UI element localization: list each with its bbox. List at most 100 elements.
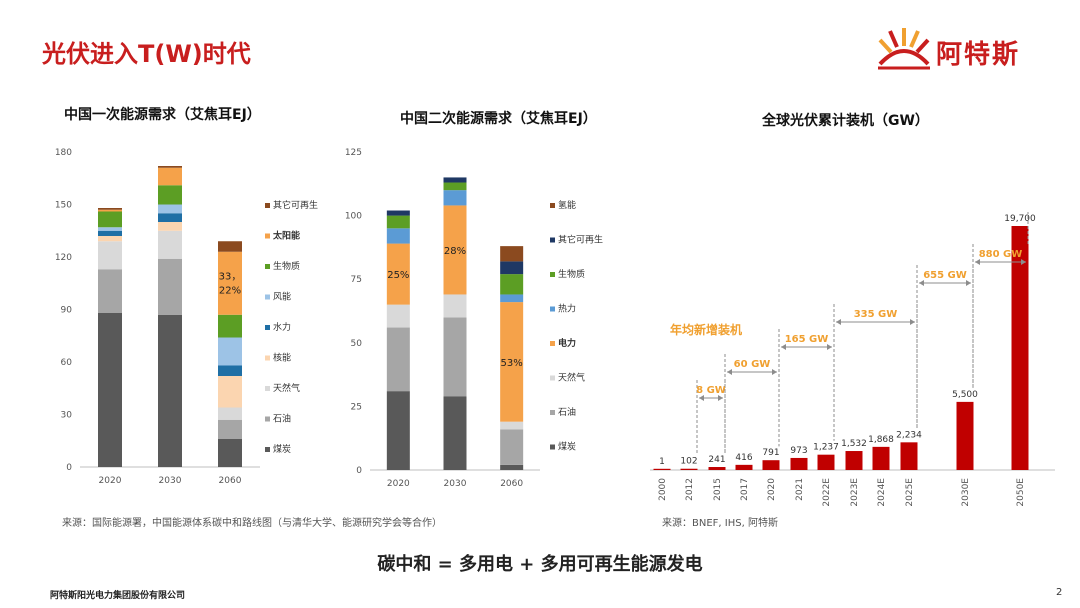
bar-segment <box>443 205 467 295</box>
data-label: 22% <box>219 285 241 296</box>
source-note-left: 来源：国际能源署，中国能源体系碳中和路线图（与清华大学、能源研究学会等合作） <box>62 518 442 529</box>
legend-swatch <box>265 447 270 452</box>
bar-segment <box>500 261 524 275</box>
bar-segment <box>218 376 242 408</box>
x-tick-label: 2030E <box>961 478 971 507</box>
bar-segment <box>98 211 122 228</box>
legend-label: 煤炭 <box>558 441 576 453</box>
legend-label: 其它可再生 <box>273 199 318 211</box>
bar-segment <box>98 227 122 231</box>
bar <box>735 464 753 470</box>
bar-segment <box>158 185 182 205</box>
legend-swatch <box>550 375 555 381</box>
legend-swatch <box>265 294 270 300</box>
bar-segment <box>443 317 467 397</box>
span-label: 165 GW <box>785 334 829 345</box>
data-label: 973 <box>790 446 807 456</box>
span-arrowhead <box>919 280 924 286</box>
bar-segment <box>218 365 242 376</box>
y-tick-label: 0 <box>356 466 362 476</box>
pv-capacity-chart: 1 2000 102 2012 241 2015 416 2017 791 2020 973 2021… <box>650 212 1055 507</box>
bar-segment <box>218 314 242 338</box>
legend-label: 天然气 <box>558 372 585 384</box>
page-number: 2 <box>1056 587 1063 598</box>
span-arrowhead <box>910 319 915 325</box>
data-label: 1,532 <box>841 439 867 449</box>
bar-segment <box>218 439 242 467</box>
bar-segment <box>98 236 122 242</box>
legend-label: 石油 <box>273 413 291 425</box>
y-tick-label: 25 <box>351 402 362 412</box>
data-label: 2,234 <box>896 430 922 440</box>
legend-swatch <box>550 341 555 346</box>
bar-segment <box>98 241 122 270</box>
legend-label: 水力 <box>273 321 291 333</box>
bar-segment <box>98 208 122 210</box>
legend-label: 其它可再生 <box>558 234 603 246</box>
bar-segment <box>158 167 182 186</box>
bar-segment <box>443 190 467 206</box>
chart1-title: 中国一次能源需求（艾焦耳EJ） <box>64 107 261 123</box>
legend-label: 生物质 <box>558 268 585 280</box>
data-label: 416 <box>735 453 752 463</box>
span-arrowhead <box>718 395 723 401</box>
x-tick-label: 2021 <box>795 478 805 501</box>
span-label: 8 GW <box>696 385 726 396</box>
bar-segment <box>443 396 467 470</box>
y-tick-label: 120 <box>55 253 72 263</box>
data-label: 33， <box>219 271 242 282</box>
data-label: 102 <box>680 457 697 467</box>
page-title: 光伏进入T(W)时代 <box>42 40 251 68</box>
data-label: 1,237 <box>813 443 839 453</box>
data-label: 791 <box>762 448 779 458</box>
bar-segment <box>158 166 182 168</box>
bar-segment <box>158 230 182 259</box>
data-label: 1,868 <box>868 435 894 445</box>
span-arrowhead <box>727 369 732 375</box>
legend-swatch <box>550 410 555 415</box>
legend-swatch <box>550 203 555 208</box>
legend-swatch <box>550 272 555 277</box>
bar-segment <box>218 419 242 439</box>
y-tick-label: 50 <box>351 339 363 349</box>
bar-segment <box>218 241 242 252</box>
bar-segment <box>218 251 242 315</box>
legend-swatch <box>265 203 270 208</box>
x-tick-label: 2025E <box>905 478 915 507</box>
bar-segment <box>386 327 410 392</box>
span-label: 655 GW <box>923 270 967 281</box>
span-arrowhead <box>699 395 704 401</box>
x-tick-label: 2060 <box>500 479 523 489</box>
logo-text: 阿特斯 <box>936 40 1021 70</box>
bar-segment <box>443 177 467 183</box>
legend-label: 天然气 <box>273 382 300 394</box>
bar-segment <box>386 215 410 229</box>
legend-label: 煤炭 <box>273 443 291 455</box>
tagline: 碳中和 = 多用电 + 多用可再生能源发电 <box>377 554 703 575</box>
legend-swatch <box>265 355 270 361</box>
x-tick-label: 2024E <box>877 478 887 507</box>
span-label: 880 GW <box>979 249 1023 260</box>
legend-swatch <box>550 237 555 243</box>
bar-segment <box>98 230 122 236</box>
bar-segment <box>500 274 524 295</box>
bar <box>1011 226 1029 470</box>
x-tick-label: 2020 <box>99 476 122 486</box>
source-note-right: 来源：BNEF, IHS, 阿特斯 <box>662 518 778 529</box>
legend-swatch <box>550 306 555 312</box>
primary-energy-chart: 0 30 60 90 120 150 180 2020 2030 2060 33， 22% 其它可再生太… <box>55 148 318 486</box>
span-arrowhead <box>975 259 980 265</box>
legend-label: 热力 <box>558 303 576 315</box>
bar <box>817 454 835 470</box>
bar-segment <box>443 294 467 318</box>
bar-segment <box>500 429 524 465</box>
bar <box>845 451 863 470</box>
legend-swatch <box>265 386 270 391</box>
y-tick-label: 150 <box>55 201 72 211</box>
secondary-energy-chart: 0 25 50 75 100 125 2020 2030 2060 25% 28% 53% 氢能其它可再… <box>345 148 603 489</box>
bar <box>900 442 918 470</box>
x-tick-label: 2050E <box>1016 478 1026 507</box>
data-label: 25% <box>387 270 409 281</box>
bar-segment <box>98 269 122 313</box>
legend-label: 核能 <box>273 352 291 364</box>
